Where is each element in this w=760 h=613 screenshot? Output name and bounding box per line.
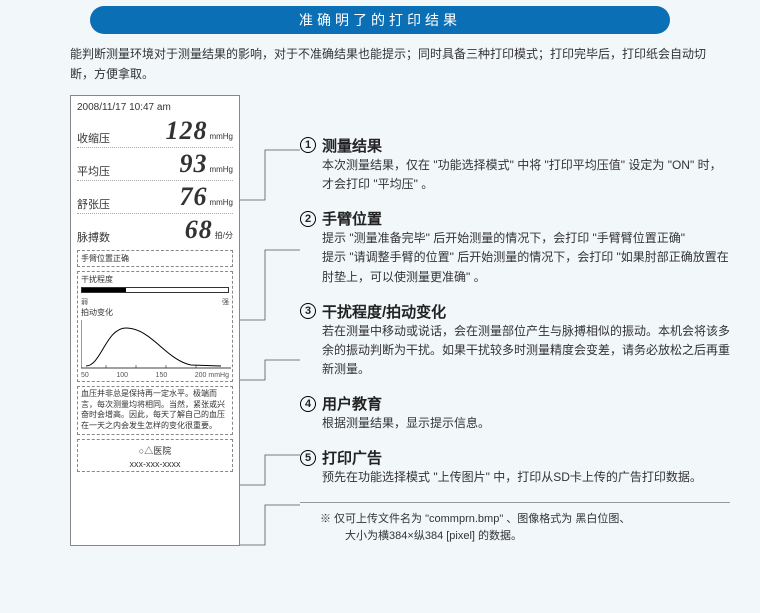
divider: [300, 502, 730, 503]
section-body: 根据测量结果，显示提示信息。: [322, 414, 730, 433]
measure-row: 舒张压 76mmHg: [77, 181, 233, 214]
measure-unit: mmHg: [209, 165, 233, 174]
measure-value: 93: [179, 149, 207, 179]
arm-position-text: 手臂位置正确: [81, 253, 229, 264]
measure-value: 76: [179, 182, 207, 212]
section-body: 提示 "测量准备完毕" 后开始测量的情况下，会打印 "手臂臂位置正确" 提示 "…: [322, 229, 730, 287]
disturb-label: 干扰程度: [81, 274, 229, 285]
section-title: 手臂位置: [322, 208, 382, 229]
section: 4 用户教育 根据测量结果，显示提示信息。: [300, 393, 730, 433]
section-title: 测量结果: [322, 135, 382, 156]
section-num-icon: 2: [300, 211, 316, 227]
callout-lines: [240, 95, 300, 546]
disturbance-box: 干扰程度 弱 强 拍动变化 50 100 150 200 mmHg: [77, 271, 233, 382]
section: 2 手臂位置 提示 "测量准备完毕" 后开始测量的情况下，会打印 "手臂臂位置正确…: [300, 208, 730, 287]
explanations: 1 测量结果 本次测量结果，仅在 "功能选择模式" 中将 "打印平均压值" 设定为…: [300, 95, 730, 546]
section-body: 若在测量中移动或说话，会在测量部位产生与脉搏相似的振动。本机会将该多余的振动判断…: [322, 322, 730, 380]
measure-unit: 拍/分: [215, 230, 233, 241]
measure-label: 平均压: [77, 163, 110, 179]
hospital-box: ○△医院 xxx-xxx-xxxx: [77, 439, 233, 472]
wave-label: 拍动变化: [81, 307, 229, 318]
timestamp: 2008/11/17 10:47 am: [77, 102, 233, 113]
x-ticks: 50 100 150 200 mmHg: [81, 372, 229, 379]
section-body: 预先在功能选择模式 "上传图片" 中，打印从SD卡上传的广告打印数据。: [322, 468, 730, 487]
section-num-icon: 3: [300, 303, 316, 319]
section: 3 干扰程度/拍动变化 若在测量中移动或说话，会在测量部位产生与脉搏相似的振动。本…: [300, 301, 730, 380]
measure-unit: mmHg: [209, 132, 233, 141]
title-banner: 准确明了的打印结果: [90, 6, 670, 34]
section: 1 测量结果 本次测量结果，仅在 "功能选择模式" 中将 "打印平均压值" 设定为…: [300, 135, 730, 194]
hospital-name: ○△医院: [81, 444, 229, 457]
hospital-phone: xxx-xxx-xxxx: [81, 459, 229, 469]
footnote: ※ 仅可上传文件名为 "commprn.bmp" 、图像格式为 黑白位图、 大小…: [300, 511, 730, 546]
main-layout: 2008/11/17 10:47 am 收缩压 128mmHg 平均压 93mm…: [0, 95, 760, 546]
section-num-icon: 4: [300, 396, 316, 412]
measure-row: 收缩压 128mmHg: [77, 115, 233, 148]
measure-row: 平均压 93mmHg: [77, 148, 233, 181]
measure-label: 舒张压: [77, 196, 110, 212]
measure-row: 脉搏数 68拍/分: [77, 214, 233, 246]
section: 5 打印广告 预先在功能选择模式 "上传图片" 中，打印从SD卡上传的广告打印数据…: [300, 447, 730, 487]
disturb-bar-fill: [82, 288, 126, 292]
arm-position-box: 手臂位置正确: [77, 250, 233, 267]
section-title: 打印广告: [322, 447, 382, 468]
disturb-bar: [81, 287, 229, 293]
wave-curve: [81, 320, 231, 370]
education-box: 血压并非总是保持再一定水平。极端而言，每次测量均将相同。当然，紧张或兴奋时会增高…: [77, 386, 233, 435]
printout-sample: 2008/11/17 10:47 am 收缩压 128mmHg 平均压 93mm…: [70, 95, 240, 546]
measure-label: 收缩压: [77, 130, 110, 146]
measure-label: 脉搏数: [77, 229, 110, 245]
disturb-ticks: 弱 强: [81, 297, 229, 307]
section-body: 本次测量结果，仅在 "功能选择模式" 中将 "打印平均压值" 设定为 "ON" …: [322, 156, 730, 194]
section-num-icon: 1: [300, 137, 316, 153]
section-num-icon: 5: [300, 450, 316, 466]
section-title: 用户教育: [322, 393, 382, 414]
measure-value: 128: [165, 116, 207, 146]
measure-value: 68: [185, 215, 213, 245]
section-title: 干扰程度/拍动变化: [322, 301, 446, 322]
measure-unit: mmHg: [209, 198, 233, 207]
intro-text: 能判断测量环境对于测量结果的影响，对于不准确结果也能提示；同时具备三种打印模式；…: [0, 44, 760, 95]
